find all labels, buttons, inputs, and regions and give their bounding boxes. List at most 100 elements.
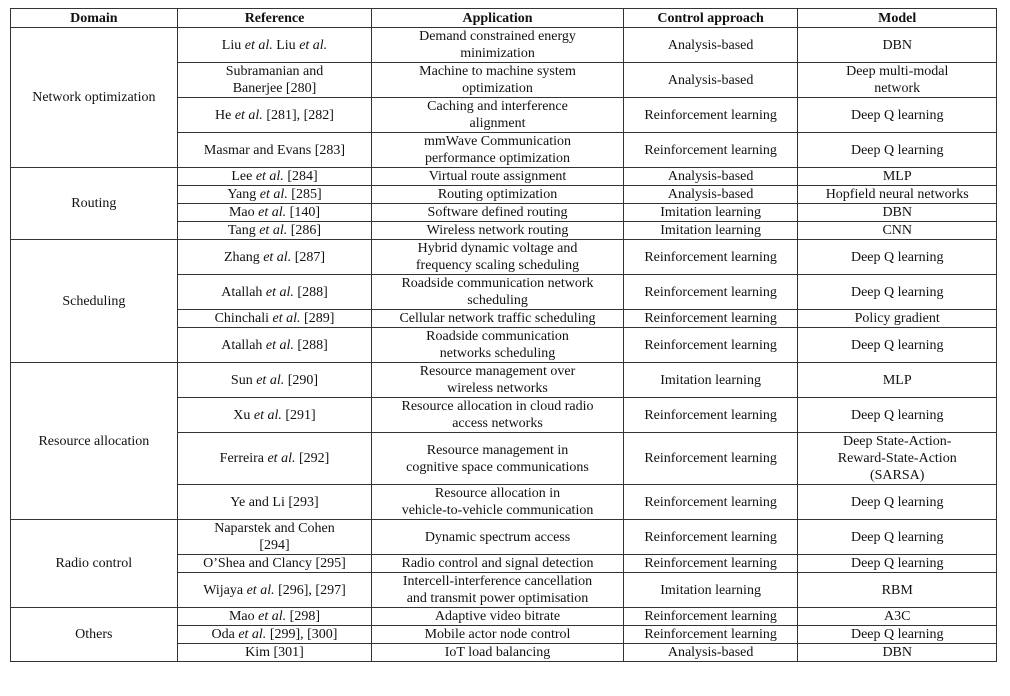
table-row: Wijaya et al. [296], [297] Intercell-inte… (11, 572, 997, 608)
model-cell: Deep Q learning (797, 274, 997, 310)
control-approach-cell: Reinforcement learning (622, 97, 799, 133)
table-row: Routing Lee et al. [284] Virtual route ass… (10, 167, 997, 240)
domain-cell: Scheduling (10, 239, 178, 363)
reference-text: [284] (283, 169, 318, 184)
model-line: Deep Q learning (850, 627, 944, 642)
model-line: (SARSA) (869, 468, 925, 483)
reference-text: Masmar and Evans [283] (203, 142, 346, 158)
model-cell: Deep Q learning (797, 97, 997, 133)
reference-text: Chinchali (214, 311, 273, 326)
reference-text: O’Shea and Clancy [295] (203, 556, 346, 571)
application-line: Resource allocation in (434, 486, 561, 501)
application-line: alignment (469, 116, 526, 131)
application-line: Roadside communication network (401, 276, 594, 291)
et-al-italic: et al. (299, 37, 328, 53)
application-cell: Resource allocation in cloud radio access… (371, 397, 624, 433)
reference-text: [140] (286, 205, 320, 220)
reference-text: [288] (293, 337, 328, 353)
reference-cell: Masmar and Evans [283] (176, 132, 373, 168)
model-line: CNN (882, 223, 912, 238)
control-approach-cell: Imitation learning (622, 221, 799, 240)
control-approach-cell: Reinforcement learning (622, 397, 799, 433)
application-line: Cellular network traffic scheduling (399, 311, 596, 326)
model-line: Hopfield neural networks (825, 187, 969, 202)
application-cell: Resource management in cognitive space co… (371, 432, 624, 485)
header-application: Application (371, 8, 624, 28)
reference-cell: Sun et al. [290] (176, 362, 373, 398)
reference-text: Ferreira (219, 451, 268, 466)
application-line: access networks (452, 416, 543, 431)
reference-text: [298] (286, 609, 320, 624)
et-al-italic: et al. (263, 249, 292, 265)
model-cell: Policy gradient (797, 309, 997, 328)
reference-text: He (214, 107, 235, 123)
model-line: Policy gradient (854, 311, 940, 326)
application-line: Resource management in (426, 442, 569, 458)
header-control-approach: Control approach (622, 8, 799, 28)
et-al-italic: et al. (238, 627, 267, 642)
table-row: Network optimization Liu et al. Liu et al… (10, 27, 997, 168)
control-approach-cell: Analysis-based (622, 62, 799, 98)
model-line: MLP (882, 372, 912, 388)
reference-cell: Atallah et al. [288] (176, 274, 373, 310)
domain-cell: Radio control (10, 519, 178, 608)
et-al-italic: et al. (272, 311, 301, 326)
model-cell: Deep multi-modal network (797, 62, 997, 98)
control-approach-cell: Reinforcement learning (622, 274, 799, 310)
reference-text: Yang (227, 187, 260, 202)
application-cell: Virtual route assignment (371, 167, 624, 186)
model-cell: Deep Q learning (797, 519, 997, 555)
reference-cell: Mao et al. [298] (176, 607, 373, 626)
model-line: Deep Q learning (850, 107, 944, 123)
reference-text: Mao (228, 609, 259, 624)
et-al-italic: et al. (267, 451, 296, 466)
table-row: Masmar and Evans [283] mmWave Communicati… (11, 132, 997, 168)
control-approach-cell: Reinforcement learning (622, 309, 799, 328)
reference-cell: Yang et al. [285] (176, 185, 373, 204)
table-row: Ye and Li [293] Resource allocation in veh… (11, 484, 997, 520)
domain-cell: Resource allocation (10, 362, 178, 520)
application-line: Mobile actor node control (424, 627, 571, 642)
control-approach-cell: Reinforcement learning (622, 607, 799, 626)
reference-text: Kim [301] (245, 645, 304, 660)
control-approach-cell: Analysis-based (622, 167, 799, 186)
application-cell: Hybrid dynamic voltage and frequency scal… (371, 239, 624, 275)
application-line: performance optimization (425, 151, 571, 166)
reference-cell: Mao et al. [140] (176, 203, 373, 222)
application-line: cognitive space communications (406, 459, 589, 475)
application-cell: Radio control and signal detection (371, 554, 624, 573)
reference-text: Liu (272, 37, 300, 53)
table-row: Tang et al. [286] Wireless network routin… (11, 221, 997, 240)
model-cell: Deep Q learning (797, 554, 997, 573)
application-line: minimization (460, 46, 535, 61)
table-row: Others Mao et al. [298] Adaptive video bit… (10, 607, 997, 662)
comparison-table: Domain Reference Application Control app… (10, 8, 997, 662)
model-cell: Deep Q learning (797, 484, 997, 520)
application-cell: Software defined routing (371, 203, 624, 222)
reference-text: Lee (231, 169, 256, 184)
reference-text: Ye and Li [293] (230, 494, 319, 510)
application-line: Wireless network routing (426, 223, 569, 238)
control-approach-cell: Reinforcement learning (622, 554, 799, 573)
application-line: Resource management over (419, 364, 576, 379)
reference-text: Sun (230, 372, 257, 388)
table-row: Scheduling Zhang et al. [287] Hybrid dynam… (10, 239, 997, 363)
model-cell: Deep Q learning (797, 132, 997, 168)
reference-text: [288] (293, 284, 328, 300)
control-approach-cell: Imitation learning (622, 203, 799, 222)
model-cell: CNN (797, 221, 997, 240)
control-approach-cell: Analysis-based (622, 643, 799, 662)
model-cell: RBM (797, 572, 997, 608)
application-line: Routing optimization (437, 187, 558, 202)
application-line: Adaptive video bitrate (434, 609, 561, 624)
model-cell: Deep Q learning (797, 625, 997, 644)
control-approach-cell: Reinforcement learning (622, 484, 799, 520)
domain-cell: Others (10, 607, 178, 662)
model-cell: Deep Q learning (797, 397, 997, 433)
model-line: Deep Q learning (850, 494, 944, 510)
model-line: RBM (881, 582, 913, 598)
application-line: Caching and interference (427, 99, 568, 114)
model-line: A3C (884, 609, 911, 624)
application-line: scheduling (467, 293, 528, 308)
table-row: Yang et al. [285] Routing optimization Ana… (11, 185, 997, 204)
